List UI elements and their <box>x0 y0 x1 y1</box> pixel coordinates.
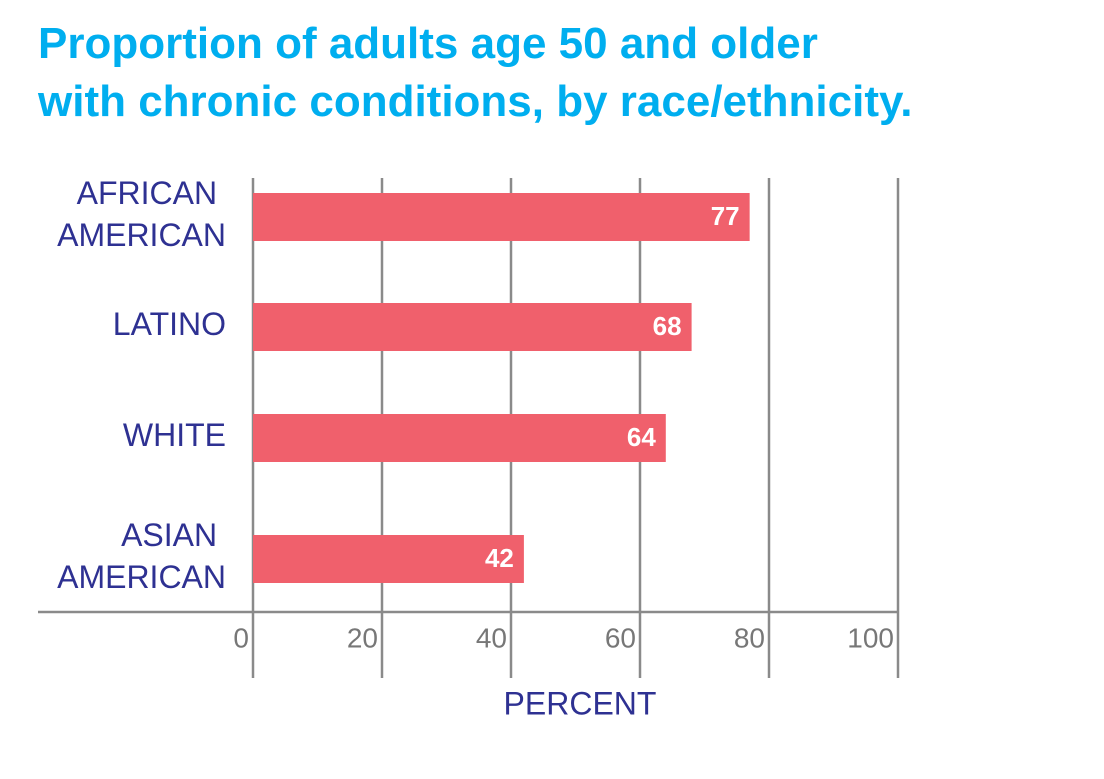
chart-title: Proportion of adults age 50 and older wi… <box>37 19 912 126</box>
x-tick-label: 100 <box>847 622 894 653</box>
bar <box>253 535 524 583</box>
y-tick-label: AFRICAN AMERICAN <box>57 175 226 253</box>
x-tick-label: 60 <box>605 622 636 653</box>
bar <box>253 414 666 462</box>
value-label: 77 <box>711 201 740 231</box>
x-tick-label: 40 <box>476 622 507 653</box>
x-tick-label: 80 <box>734 622 765 653</box>
x-tick-label: 20 <box>347 622 378 653</box>
x-axis-label: PERCENT <box>504 685 657 721</box>
bar <box>253 303 692 351</box>
value-label: 42 <box>485 543 514 573</box>
value-label: 68 <box>653 311 682 341</box>
value-label: 64 <box>627 422 656 452</box>
y-tick-label: LATINO <box>113 306 226 342</box>
y-tick-label: ASIAN AMERICAN <box>57 517 226 595</box>
bar <box>253 193 750 241</box>
y-tick-label: WHITE <box>123 417 226 453</box>
x-tick-label: 0 <box>233 622 249 653</box>
